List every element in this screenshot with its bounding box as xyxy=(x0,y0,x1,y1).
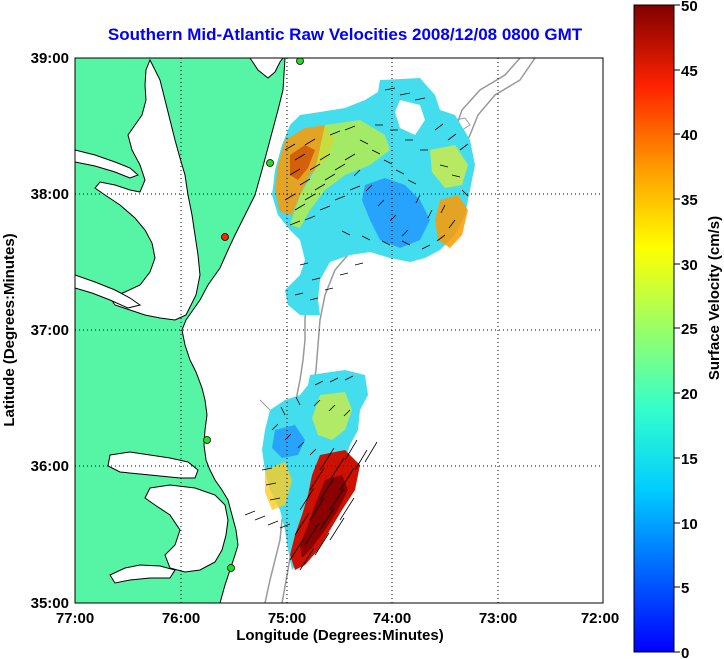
vectors-north-east xyxy=(384,87,469,250)
vectors-north-tail xyxy=(294,262,364,301)
x-tick: 73:00 xyxy=(479,610,517,627)
neuse-river xyxy=(109,564,176,584)
delaware-bay xyxy=(249,58,284,79)
albemarle-sound xyxy=(107,451,199,479)
colorbar-ticks xyxy=(674,4,680,653)
colorbar-tick-label: 35 xyxy=(681,192,698,209)
y-tick: 35:00 xyxy=(31,595,69,612)
colorbar-label: Surface Velocity (cm/s) xyxy=(706,216,723,380)
james-river xyxy=(75,274,142,309)
medium-velocity-north xyxy=(290,120,390,228)
low-velocity-south xyxy=(272,425,305,458)
y-tick: 36:00 xyxy=(31,458,69,475)
vectors-north-west xyxy=(284,125,361,226)
colorbar-tick-labels: 50 45 40 35 30 25 20 15 10 5 0 xyxy=(681,0,698,659)
map-area xyxy=(75,58,603,603)
velocity-field-south xyxy=(262,370,368,570)
coverage-north-hole xyxy=(395,100,425,135)
x-tick: 76:00 xyxy=(162,610,200,627)
high-velocity-gulfstream-core xyxy=(300,475,348,558)
grid-lines xyxy=(75,58,603,603)
potomac-river xyxy=(75,149,139,179)
y-tick-labels: 39:00 38:00 37:00 36:00 35:00 xyxy=(31,50,69,612)
vectors-south-gulfstream xyxy=(289,439,378,571)
vectors-north-center xyxy=(341,124,433,246)
colorbar-tick-label: 40 xyxy=(681,127,698,144)
colorbar-tick-label: 0 xyxy=(681,645,689,659)
station-marker-inactive xyxy=(221,233,229,241)
y-tick: 37:00 xyxy=(31,322,69,339)
y-axis-label: Latitude (Degrees:Minutes) xyxy=(1,233,18,426)
x-tick: 72:00 xyxy=(581,610,619,627)
velocity-vectors xyxy=(244,87,469,571)
station-marker xyxy=(266,159,274,167)
x-tick-labels: 77:00 76:00 75:00 74:00 73:00 72:00 xyxy=(56,610,619,627)
colorbar-tick-label: 10 xyxy=(681,516,698,533)
chesapeake-bay xyxy=(94,58,201,321)
medium-velocity-south xyxy=(312,392,352,440)
x-tick: 75:00 xyxy=(268,610,306,627)
axes-frame xyxy=(74,57,604,604)
colorbar-tick-label: 15 xyxy=(681,451,698,468)
colorbar-tick-label: 25 xyxy=(681,321,698,338)
colorbar-tick-label: 30 xyxy=(681,257,698,274)
station-marker xyxy=(296,58,304,65)
colorbar-tick-label: 45 xyxy=(681,63,698,80)
colorbar-tick-label: 20 xyxy=(681,386,698,403)
medium-velocity-east xyxy=(430,145,468,188)
colorbar xyxy=(633,4,675,653)
station-marker xyxy=(227,564,235,572)
radar-stations xyxy=(203,58,304,572)
y-tick: 38:00 xyxy=(31,186,69,203)
vectors-south-west xyxy=(244,467,291,529)
colorbar-tick-label: 5 xyxy=(681,580,689,597)
y-tick: 39:00 xyxy=(31,50,69,67)
medium-velocity-south-2 xyxy=(265,462,292,510)
x-tick: 74:00 xyxy=(373,610,411,627)
x-axis-label: Longitude (Degrees:Minutes) xyxy=(236,627,444,644)
velocity-field-north xyxy=(272,78,475,315)
colorbar-tick-label: 50 xyxy=(681,0,698,15)
pamlico-sound xyxy=(144,484,229,573)
chart-title: Southern Mid-Atlantic Raw Velocities 200… xyxy=(108,25,583,44)
x-tick: 77:00 xyxy=(56,610,94,627)
low-velocity-center xyxy=(362,178,430,248)
vectors-south-top xyxy=(271,375,354,456)
station-marker xyxy=(203,436,211,444)
